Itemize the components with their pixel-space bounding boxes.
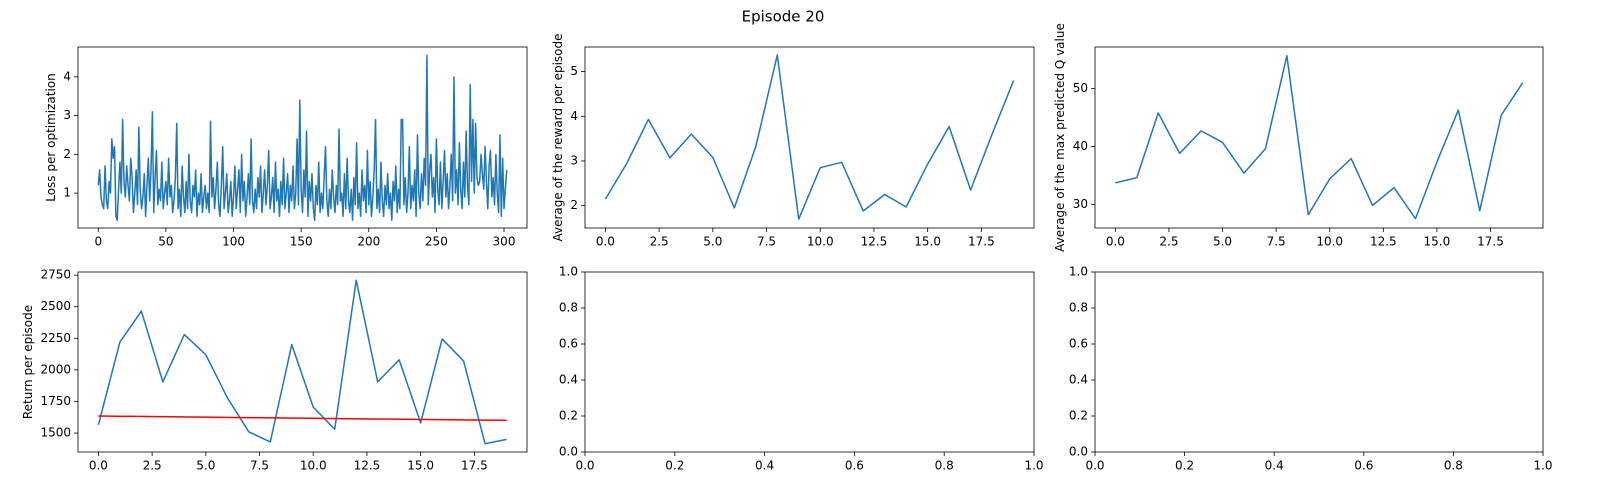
x-tick-label: 5.0 [1213,235,1232,249]
y-tick-label: 3 [63,108,71,122]
x-tick-label: 15.0 [407,459,434,473]
x-tick-label: 0.4 [1265,459,1284,473]
x-tick-label: 0.0 [1085,459,1104,473]
x-tick-label: 0.6 [1354,459,1373,473]
x-tick-label: 0.4 [755,459,774,473]
y-tick-label: 0.8 [1069,301,1088,315]
y-tick-label: 2500 [40,299,71,313]
y-tick-label: 0.2 [559,409,578,423]
y-tick-label: 0.0 [1069,445,1088,459]
x-tick-label: 0.0 [596,235,615,249]
y-tick-label: 0.6 [559,337,578,351]
x-tick-label: 7.5 [250,459,269,473]
series-line [98,415,507,422]
y-axis-label: Loss per optimization [44,73,58,202]
series-line [1115,54,1524,220]
y-tick-label: 40 [1073,139,1088,153]
y-tick-label: 0.2 [1069,409,1088,423]
x-tick-label: 15.0 [1424,235,1451,249]
x-tick-label: 17.5 [1477,235,1504,249]
x-tick-label: 2.5 [1159,235,1178,249]
y-tick-label: 2 [570,198,578,212]
x-tick-label: 1.0 [1024,459,1043,473]
x-tick-label: 2.5 [143,459,162,473]
x-tick-label: 12.5 [1370,235,1397,249]
axes-frame [1094,46,1544,229]
y-tick-label: 2750 [40,268,71,282]
y-axis-label: Average of the reward per episode [551,33,565,241]
y-tick-label: 1500 [40,426,71,440]
axes-frame [584,271,1035,453]
series-line [604,54,1015,220]
axes-frame [77,271,528,453]
y-tick-label: 30 [1073,197,1088,211]
y-tick-label: 4 [570,109,578,123]
y-tick-label: 1750 [40,394,71,408]
y-axis-label: Average of the max predicted Q value [1053,23,1067,252]
y-tick-label: 50 [1073,81,1088,95]
x-tick-label: 0 [94,235,102,249]
x-tick-label: 10.0 [1316,235,1343,249]
series-line [97,54,508,221]
y-tick-label: 0.6 [1069,337,1088,351]
x-tick-label: 5.0 [703,235,722,249]
x-tick-label: 300 [493,235,516,249]
y-tick-label: 2250 [40,331,71,345]
x-tick-label: 7.5 [757,235,776,249]
axes-frame [584,46,1035,229]
x-tick-label: 5.0 [196,459,215,473]
x-tick-label: 250 [425,235,448,249]
x-tick-label: 17.5 [461,459,488,473]
x-tick-label: 7.5 [1267,235,1286,249]
x-tick-label: 0.0 [575,459,594,473]
x-tick-label: 15.0 [914,235,941,249]
x-tick-label: 10.0 [807,235,834,249]
x-tick-label: 2.5 [650,235,669,249]
x-tick-label: 1.0 [1533,459,1552,473]
x-tick-label: 0.0 [1106,235,1125,249]
series-line [97,279,507,445]
x-tick-label: 17.5 [968,235,995,249]
y-tick-label: 0.4 [559,373,578,387]
x-tick-label: 10.0 [300,459,327,473]
x-tick-label: 0.6 [845,459,864,473]
x-tick-label: 50 [158,235,173,249]
x-tick-label: 150 [290,235,313,249]
x-tick-label: 12.5 [861,235,888,249]
x-tick-label: 0.0 [89,459,108,473]
y-tick-label: 0.0 [559,445,578,459]
y-tick-label: 1.0 [559,265,578,279]
x-tick-label: 0.2 [1175,459,1194,473]
axes-frame [77,46,528,229]
y-tick-label: 1 [63,186,71,200]
y-tick-label: 2 [63,147,71,161]
y-tick-label: 0.4 [1069,373,1088,387]
y-tick-label: 3 [570,153,578,167]
y-tick-label: 2000 [40,362,71,376]
axes-frame [1094,271,1544,453]
x-tick-label: 0.8 [1444,459,1463,473]
y-axis-label: Return per episode [21,305,35,419]
figure-title: Episode 20 [742,8,825,26]
x-tick-label: 100 [222,235,245,249]
y-tick-label: 4 [63,69,71,83]
y-tick-label: 0.8 [559,301,578,315]
x-tick-label: 0.8 [935,459,954,473]
x-tick-label: 12.5 [354,459,381,473]
y-tick-label: 1.0 [1069,265,1088,279]
x-tick-label: 0.2 [665,459,684,473]
y-tick-label: 5 [570,64,578,78]
x-tick-label: 200 [357,235,380,249]
